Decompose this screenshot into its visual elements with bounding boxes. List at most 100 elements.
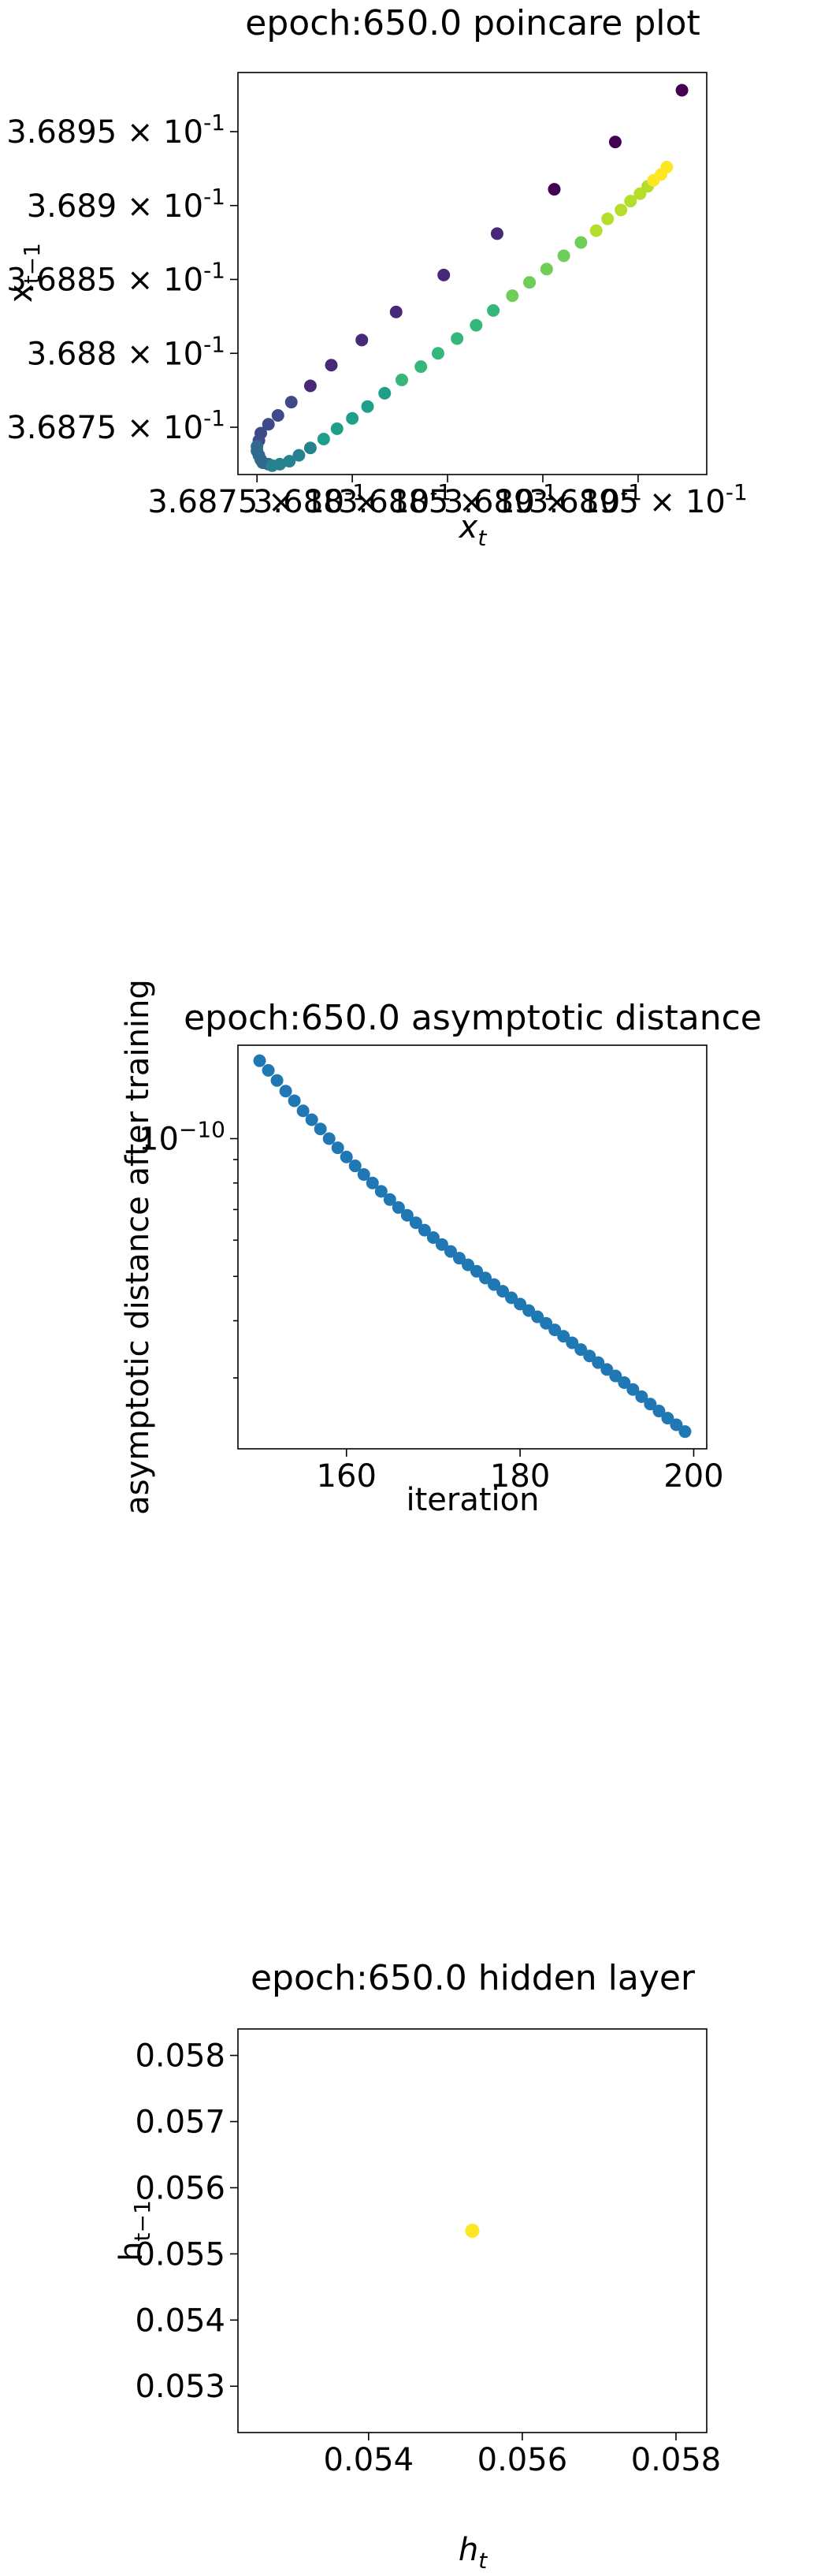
y-tick-label: 10−10​ (139, 1117, 225, 1158)
x-axis-label: ht (459, 2532, 488, 2574)
poincare-chart: epoch:650.0 poincare plot 3.6875 × 10-1​… (3, 3, 748, 551)
x-tick-label: 3.688 × 10-1​ (253, 479, 451, 520)
data-point (451, 332, 464, 345)
data-point (452, 1252, 466, 1265)
data-point (314, 1122, 327, 1136)
data-point (389, 305, 403, 318)
data-point (414, 360, 428, 374)
data-point (444, 1245, 457, 1258)
plot-area (251, 84, 689, 472)
axes-frame (237, 1044, 708, 1450)
data-point (670, 1418, 683, 1431)
data-point (615, 203, 628, 217)
data-point (409, 1216, 422, 1230)
data-point (396, 374, 409, 386)
y-tick-label: 3.688 × 10-1​ (27, 331, 225, 372)
data-point (378, 386, 392, 400)
x-tick-label: 3.689 × 10-1​ (444, 479, 642, 520)
data-point (626, 1383, 640, 1396)
x-axis-ticks: 160 180 200 (317, 1449, 724, 1495)
data-point (523, 276, 537, 289)
data-point (608, 136, 622, 149)
data-point (548, 1323, 562, 1337)
data-point (303, 441, 317, 455)
data-point (465, 2224, 480, 2238)
data-point (355, 333, 369, 347)
data-point (288, 1094, 301, 1107)
x-axis-label: iteration (407, 1482, 540, 1518)
x-tick-label: 3.6895 × 10-1​ (529, 479, 748, 520)
data-point (574, 236, 588, 249)
data-point (330, 422, 344, 435)
x-tick-label: 3.6885 × 10-1​ (338, 479, 557, 520)
data-point (600, 1363, 614, 1376)
data-point (548, 183, 561, 196)
data-point (279, 1085, 292, 1098)
data-point (661, 1412, 674, 1425)
data-point (418, 1223, 431, 1237)
x-tick-label: 0.054 (324, 2442, 414, 2478)
data-point (435, 1238, 448, 1251)
y-tick-label: 3.6875 × 10-1​ (6, 405, 225, 446)
data-point (675, 84, 689, 97)
x-tick-label: 3.6875 × 10-1​ (147, 479, 366, 520)
data-point (400, 1208, 414, 1222)
data-point (292, 449, 306, 462)
x-tick-label: 200 (663, 1458, 723, 1495)
y-tick-label: 0.054 (135, 2302, 225, 2339)
data-point (331, 1141, 344, 1155)
plot-area (465, 2224, 480, 2238)
data-point (273, 457, 287, 471)
data-point (624, 195, 637, 208)
asymptotic-distance-chart: epoch:650.0 asymptotic distance 160 180 20… (120, 979, 762, 1518)
data-point (437, 268, 451, 281)
data-point (531, 1310, 544, 1323)
data-point (488, 1278, 501, 1291)
data-point (340, 1150, 353, 1163)
x-tick-label: 0.058 (631, 2442, 722, 2478)
data-point (270, 1074, 284, 1087)
data-point (557, 1330, 570, 1343)
data-point (487, 303, 500, 317)
y-tick-label: 0.055 (135, 2236, 225, 2273)
y-tick-label: 0.058 (135, 2038, 225, 2075)
x-tick-label: 0.056 (477, 2442, 568, 2478)
y-tick-label: 3.6895 × 10-1​ (6, 110, 225, 151)
axes-frame (237, 2028, 708, 2433)
data-point (296, 1104, 310, 1118)
chart-title: epoch:650.0 poincare plot (245, 3, 700, 43)
data-point (322, 1132, 336, 1145)
data-point (589, 224, 603, 237)
data-point (506, 289, 519, 303)
data-point (366, 1176, 379, 1189)
data-point (609, 1369, 622, 1383)
data-point (461, 1258, 474, 1271)
data-point (566, 1336, 579, 1349)
data-point (644, 1398, 657, 1411)
axes-frame (237, 72, 708, 475)
data-point (540, 1316, 553, 1330)
data-point (253, 1054, 266, 1067)
y-axis-label: ht−1​ (113, 2200, 155, 2261)
y-axis-label: xt−1​ (3, 243, 45, 303)
data-point (470, 318, 483, 332)
data-point (583, 1349, 596, 1363)
data-point (678, 1425, 692, 1439)
data-point (392, 1201, 405, 1214)
x-tick-label: 180 (490, 1458, 550, 1495)
y-tick-label: 3.689 × 10-1​ (27, 184, 225, 225)
chart-title: epoch:650.0 hidden layer (251, 1958, 696, 1998)
data-point (601, 212, 615, 225)
data-point (660, 161, 674, 173)
data-point (505, 1291, 518, 1305)
data-point (592, 1356, 605, 1369)
data-point (522, 1304, 536, 1317)
y-tick-label: 0.053 (135, 2369, 225, 2405)
y-tick-label: 0.057 (135, 2105, 225, 2141)
data-point (271, 409, 284, 422)
data-point (479, 1271, 492, 1285)
data-point (284, 396, 298, 409)
chart-title: epoch:650.0 asymptotic distance (184, 998, 762, 1038)
x-tick-label: 160 (317, 1458, 377, 1495)
data-point (348, 1160, 362, 1173)
